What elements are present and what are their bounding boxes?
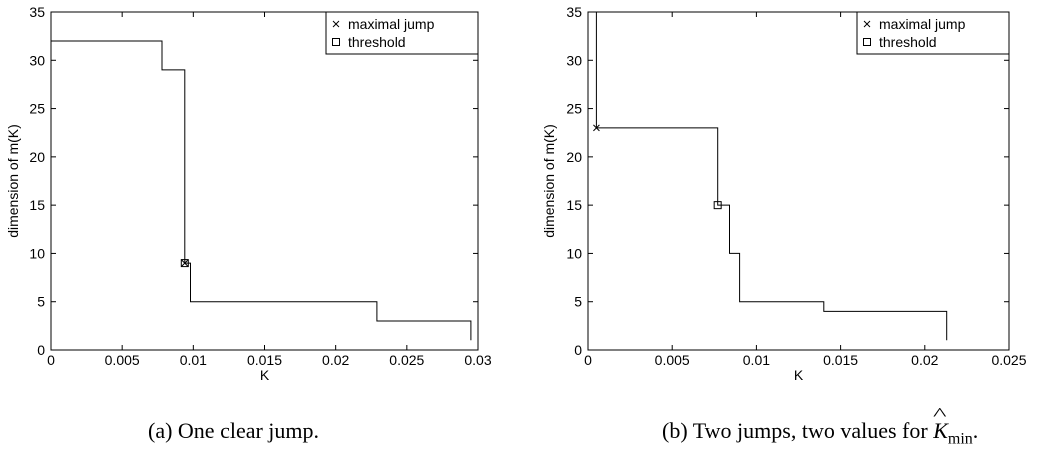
legend-marker-square [863,38,871,46]
y-tick-label: 35 [29,4,45,20]
legend-entry-label: threshold [879,34,937,50]
y-tick-label: 0 [574,342,582,358]
y-tick-label: 30 [566,52,582,68]
y-tick-label: 15 [29,197,45,213]
x-tick-label: 0.02 [911,352,938,368]
caption-b-period: . [972,418,979,443]
x-tick-label: 0 [584,352,592,368]
threshold-marker [180,259,189,268]
x-tick-label: 0.03 [464,352,491,368]
y-tick-label: 25 [29,101,45,117]
x-tick-label: 0.015 [823,352,858,368]
y-tick-label: 30 [29,52,45,68]
x-axis-label: K [260,367,270,383]
caption-b-text: (b) Two jumps, two values for [662,418,934,443]
x-tick-label: 0.005 [105,352,140,368]
x-tick-label: 0.01 [743,352,770,368]
caption-b-khat: ^ K [933,404,948,444]
y-axis-label: dimension of m(K) [541,124,557,238]
maximal-jump-marker-stroke-2 [181,259,189,267]
legend-box [856,11,1010,55]
legend-entry-label: maximal jump [348,16,435,32]
y-tick-label: 20 [566,149,582,165]
legend-marker-x-stroke-2 [863,20,871,28]
caption-a: (a) One clear jump. [148,418,320,443]
legend-entry-label: maximal jump [879,16,966,32]
x-tick-label: 0.015 [247,352,282,368]
y-tick-label: 35 [566,4,582,20]
x-tick-label: 0.025 [389,352,424,368]
maximal-jump-marker [181,259,189,267]
y-tick-label: 5 [37,294,45,310]
maximal-jump-marker-stroke-2 [593,124,600,132]
y-axis-label: dimension of m(K) [5,124,21,238]
maximal-jump-marker [593,124,600,132]
y-tick-label: 10 [566,245,582,261]
threshold-marker [713,201,722,210]
chart-b: 0 0.005 0.01 0.015 0.02 0.025 0 5 10 15 20 25 30 35 Kd… [541,4,1027,383]
legend-marker-x [332,20,340,28]
caption-b-sub: min [947,430,973,448]
legend-marker-x-stroke-2 [332,20,340,28]
x-tick-label: 0.02 [322,352,349,368]
legend-marker-square [332,38,340,46]
legend-entry-label: threshold [348,34,406,50]
data-series-line [595,12,948,341]
axes-frame [50,11,479,351]
caption-b-k: K [933,418,948,443]
y-tick-label: 10 [29,245,45,261]
legend-box [325,11,479,55]
x-tick-label: 0.025 [991,352,1026,368]
y-tick-label: 5 [574,294,582,310]
y-tick-label: 20 [29,149,45,165]
data-series-line [51,40,472,341]
x-tick-label: 0 [47,352,55,368]
y-tick-label: 0 [37,342,45,358]
y-tick-label: 25 [566,101,582,117]
x-axis-label: K [794,367,804,383]
x-tick-label: 0.01 [180,352,207,368]
chart-a: 0 0.005 0.01 0.015 0.02 0.025 0.03 0 5 10 15 20 25 30… [5,4,492,383]
legend-marker-x [863,20,871,28]
caption-b-hat: ^ [933,404,947,424]
x-tick-label: 0.005 [655,352,690,368]
caption-b: (b) Two jumps, two values for ^ Kmin. [662,404,979,448]
y-tick-label: 15 [566,197,582,213]
axes-frame [587,11,1010,351]
